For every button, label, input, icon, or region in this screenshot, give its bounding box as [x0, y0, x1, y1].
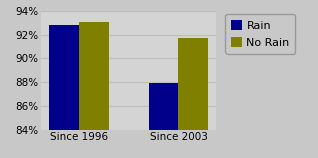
Bar	[149, 83, 178, 158]
Bar	[49, 25, 79, 158]
Bar	[79, 22, 109, 158]
Legend: Rain, No Rain: Rain, No Rain	[225, 14, 295, 54]
Bar	[178, 38, 208, 158]
